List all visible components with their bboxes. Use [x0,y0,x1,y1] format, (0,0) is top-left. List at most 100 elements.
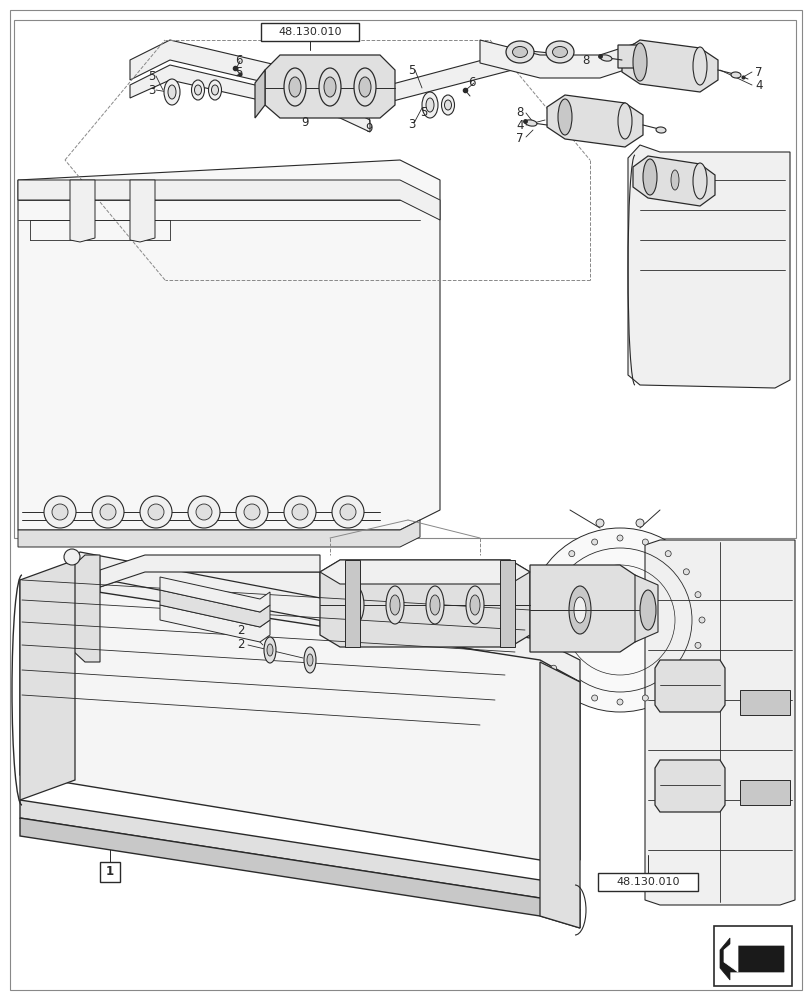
Text: 5: 5 [419,106,427,119]
Ellipse shape [389,595,400,615]
Bar [597,873,697,891]
Circle shape [664,683,671,689]
Polygon shape [739,780,789,805]
Ellipse shape [655,127,665,133]
Ellipse shape [426,98,433,112]
Circle shape [148,504,164,520]
Circle shape [550,569,556,575]
Ellipse shape [354,68,375,106]
Polygon shape [345,560,359,647]
Ellipse shape [319,68,341,106]
Text: 2: 2 [237,624,245,636]
Polygon shape [320,560,530,584]
Polygon shape [654,660,724,712]
Circle shape [642,695,647,701]
Ellipse shape [422,92,437,118]
Text: 4: 4 [516,119,523,132]
Text: 5: 5 [148,70,155,83]
Polygon shape [719,938,783,980]
Polygon shape [20,580,579,860]
Ellipse shape [267,644,272,656]
Ellipse shape [557,99,571,135]
Bar [260,23,358,41]
Circle shape [683,665,689,671]
Text: 6: 6 [467,76,475,89]
Text: 48.130.010: 48.130.010 [616,877,679,887]
Circle shape [698,617,704,623]
Ellipse shape [444,100,451,110]
Polygon shape [320,560,530,647]
Text: 4: 4 [754,79,762,92]
Text: 3: 3 [148,84,155,97]
Circle shape [694,592,700,598]
Polygon shape [130,65,370,132]
Ellipse shape [505,41,534,63]
Text: 8: 8 [516,106,523,119]
Polygon shape [479,40,639,78]
Ellipse shape [350,595,359,615]
Text: 3: 3 [407,118,415,131]
Circle shape [52,504,68,520]
Circle shape [44,496,76,528]
Circle shape [591,695,597,701]
Circle shape [539,642,544,648]
Polygon shape [18,520,419,547]
Polygon shape [18,160,440,530]
Bar [14,20,795,538]
Polygon shape [530,565,637,652]
Ellipse shape [264,637,276,663]
Polygon shape [500,560,514,647]
Ellipse shape [211,85,218,95]
Ellipse shape [569,586,590,634]
Text: 5: 5 [234,66,242,79]
Circle shape [568,683,574,689]
Polygon shape [627,145,789,388]
Polygon shape [160,605,270,642]
Circle shape [100,504,116,520]
Text: 9: 9 [301,116,308,129]
Ellipse shape [195,85,201,95]
Ellipse shape [324,77,336,97]
Ellipse shape [639,590,655,630]
Ellipse shape [545,41,573,63]
Text: 7: 7 [754,66,762,79]
Ellipse shape [470,595,479,615]
Ellipse shape [633,43,646,81]
Polygon shape [264,55,394,118]
Ellipse shape [730,72,740,78]
Ellipse shape [551,46,567,58]
Circle shape [243,504,260,520]
Ellipse shape [441,95,454,115]
Bar [100,862,120,882]
Circle shape [616,699,622,705]
Ellipse shape [599,55,611,61]
Ellipse shape [573,597,586,623]
Polygon shape [160,590,270,627]
Ellipse shape [284,68,306,106]
Ellipse shape [466,586,483,624]
Polygon shape [20,818,579,928]
Polygon shape [255,70,264,118]
Text: 2: 2 [237,638,245,652]
Text: 8: 8 [582,54,590,67]
Polygon shape [130,40,370,112]
Circle shape [332,496,363,528]
Polygon shape [370,50,569,107]
Polygon shape [539,662,579,928]
Polygon shape [130,180,155,242]
Circle shape [64,549,80,565]
Circle shape [534,617,540,623]
Polygon shape [20,800,579,910]
Circle shape [664,551,671,557]
Polygon shape [723,938,737,972]
Ellipse shape [512,46,527,58]
Ellipse shape [358,77,371,97]
Circle shape [683,569,689,575]
Polygon shape [633,156,714,206]
Text: 5: 5 [407,64,415,77]
Bar [713,926,791,986]
Text: 48.130.010: 48.130.010 [278,27,341,37]
Polygon shape [654,760,724,812]
Polygon shape [617,45,644,68]
Polygon shape [160,577,270,612]
